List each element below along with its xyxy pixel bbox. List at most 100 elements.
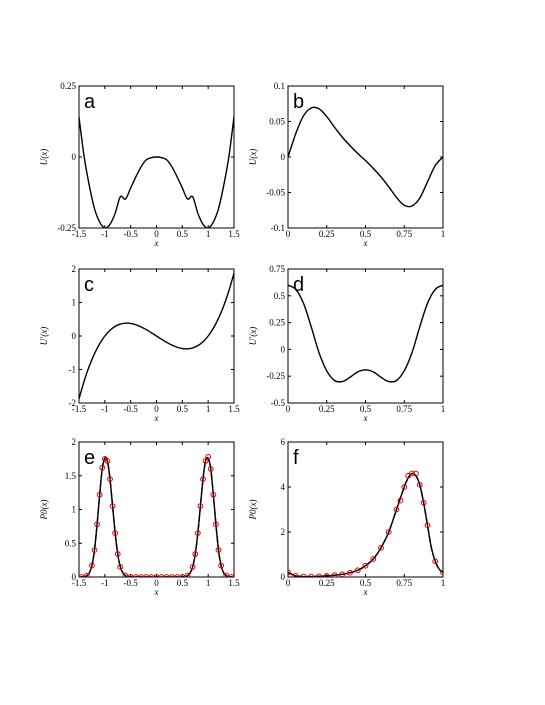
data-point	[96, 491, 103, 498]
y-tick-label: -0.25	[57, 223, 76, 233]
data-point	[189, 563, 196, 570]
x-tick-label: 1	[206, 578, 211, 588]
y-axis-label: U'(x)	[39, 327, 49, 345]
y-axis-label: U(x)	[248, 149, 258, 166]
y-tick-label: 0.5	[65, 538, 77, 548]
data-point	[184, 572, 191, 577]
x-tick-label: 0.25	[319, 578, 335, 588]
y-tick-label: 0.25	[60, 81, 76, 91]
data-point	[362, 562, 369, 569]
x-tick-label: 0.5	[177, 404, 189, 414]
x-tick-label: 0	[154, 229, 159, 239]
panel-letter: c	[84, 274, 94, 296]
panel-letter: b	[293, 91, 304, 113]
x-axis-label: x	[154, 238, 159, 248]
data-point	[424, 522, 431, 529]
data-point	[339, 571, 346, 577]
data-point	[215, 547, 222, 553]
x-tick-label: 1	[206, 404, 211, 414]
data-point	[316, 573, 322, 577]
x-tick-label: 0.5	[360, 404, 372, 414]
x-tick-label: -1	[101, 229, 109, 239]
y-tick-label: 2	[72, 264, 77, 274]
data-point	[440, 569, 443, 576]
y-tick-label: 0.05	[269, 117, 285, 127]
series-line-dashed	[79, 456, 234, 577]
data-point	[112, 530, 119, 537]
y-tick-label: 0	[281, 152, 286, 162]
x-tick-label: 0.5	[177, 229, 189, 239]
y-tick-label: 2	[72, 437, 77, 447]
y-tick-label: 1.5	[65, 471, 77, 481]
y-tick-label: -0.25	[266, 371, 285, 381]
x-tick-label: 1	[441, 404, 446, 414]
data-point	[192, 551, 199, 557]
y-tick-label: 0	[281, 572, 286, 582]
x-axis-label: x	[154, 587, 159, 597]
y-tick-label: 1	[72, 298, 77, 308]
y-tick-label: 0	[281, 344, 286, 354]
data-point	[117, 563, 124, 570]
data-point	[89, 562, 95, 569]
x-tick-label: -1.5	[72, 578, 87, 588]
x-tick-label: -1	[101, 578, 109, 588]
data-point	[347, 569, 353, 576]
y-tick-label: 6	[281, 437, 286, 447]
x-tick-label: -1.5	[72, 229, 87, 239]
panel-c: -1.5 -1 -0.5 0 0.5 1 1.5 -2 -1 0 1 2 x U'(x) c	[39, 264, 240, 423]
series-line	[288, 472, 443, 577]
x-tick-label: 0.25	[319, 229, 335, 239]
data-point	[114, 551, 121, 557]
plot-frame	[287, 441, 444, 578]
x-tick-label: -1	[101, 404, 109, 414]
y-tick-label: 0	[72, 152, 77, 162]
data-point	[200, 476, 206, 483]
x-tick-label: 0	[286, 229, 291, 239]
x-tick-label: 0	[154, 404, 159, 414]
data-point	[409, 470, 415, 477]
x-tick-label: 0.75	[396, 404, 412, 414]
plot-frame	[287, 268, 444, 404]
panel-letter: e	[84, 447, 95, 469]
y-axis-label: U(x)	[39, 149, 49, 166]
x-tick-label: 1	[206, 229, 211, 239]
y-axis-label: P0(x)	[248, 500, 258, 521]
y-tick-label: 0.75	[269, 264, 285, 274]
x-tick-label: 0.75	[396, 229, 412, 239]
series-line	[79, 272, 234, 400]
x-tick-label: -0.5	[124, 404, 139, 414]
x-tick-label: -0.5	[124, 229, 139, 239]
y-tick-label: -0.1	[271, 223, 285, 233]
panel-a: -1.5 -1 -0.5 0 0.5 1 1.5 -0.25 0 0.25 x U(x) a	[39, 81, 240, 248]
y-tick-label: 4	[281, 482, 286, 492]
x-tick-label: 0.5	[360, 578, 372, 588]
x-axis-label: x	[363, 413, 368, 423]
y-tick-label: 0	[72, 572, 77, 582]
data-point	[109, 503, 116, 510]
x-tick-label: 1.5	[228, 404, 240, 414]
data-point	[370, 556, 377, 562]
series-line-dashed	[288, 472, 443, 577]
data-point	[292, 572, 299, 577]
data-point	[412, 470, 419, 477]
data-point	[308, 573, 315, 577]
y-tick-label: 1	[72, 505, 77, 515]
data-point	[202, 458, 209, 464]
data-point	[385, 529, 392, 535]
panel-f: 0 0.25 0.5 0.75 1 0 2 4 6 x P0(x) f	[248, 437, 445, 597]
data-point	[300, 573, 307, 577]
data-point	[397, 497, 404, 504]
data-point	[207, 466, 214, 472]
y-tick-label: -0.05	[266, 188, 285, 198]
panel-e: -1.5 -1 -0.5 0 0.5 1 1.5 0 0.5 1 1.5 2 x P0(x) e	[39, 437, 240, 597]
data-point	[288, 569, 291, 576]
series-line	[288, 106, 443, 208]
data-point	[122, 572, 129, 577]
x-tick-label: 1	[441, 229, 446, 239]
y-axis-label: U'(x)	[248, 327, 258, 345]
y-tick-label: 0.1	[274, 81, 285, 91]
panel-d: 0 0.25 0.5 0.75 1 -0.5 -0.25 0 0.25 0.5 0.75 x U'(x)…	[248, 264, 445, 423]
y-tick-label: 0.5	[274, 291, 286, 301]
data-point	[393, 506, 400, 513]
